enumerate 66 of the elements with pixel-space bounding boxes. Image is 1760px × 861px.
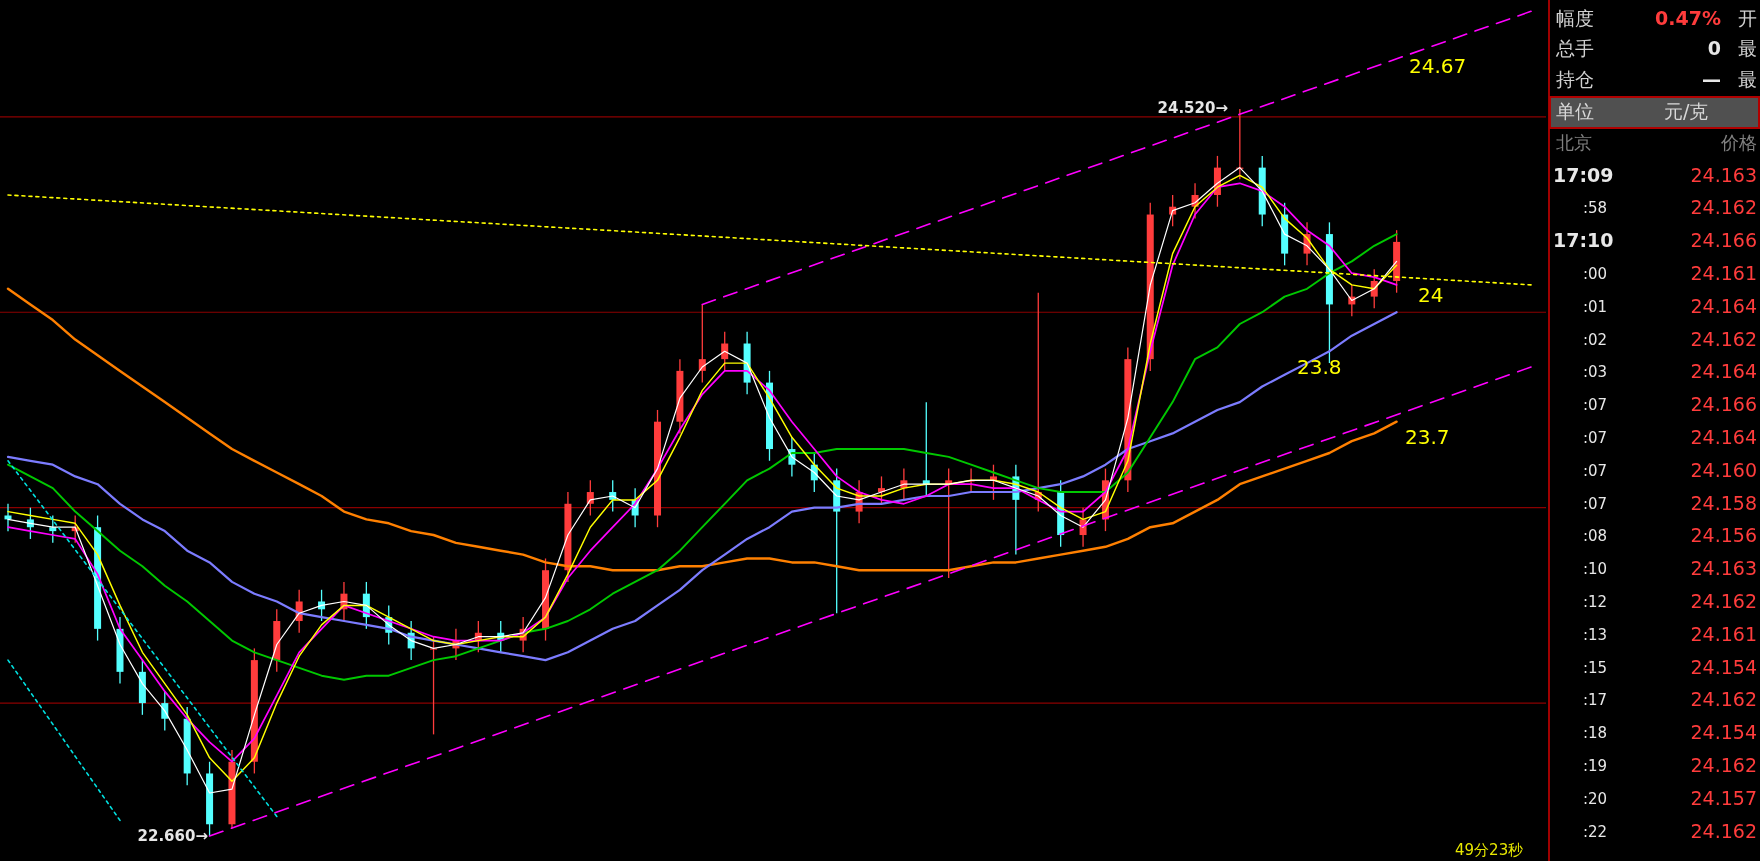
text: :22 xyxy=(1583,822,1608,841)
text: 24.162 xyxy=(1690,589,1757,612)
text: 总手 xyxy=(1555,37,1594,59)
text: 24.162 xyxy=(1690,196,1757,219)
text: 24.163 xyxy=(1690,163,1757,186)
text: 24.164 xyxy=(1690,425,1757,448)
text: 24.164 xyxy=(1690,294,1757,317)
text: :00 xyxy=(1583,264,1608,283)
text: 开 xyxy=(1738,6,1757,29)
text: 最 xyxy=(1738,37,1757,59)
text: 17:09 xyxy=(1553,163,1614,186)
candlestick xyxy=(586,479,594,517)
text: 24.157 xyxy=(1690,786,1757,809)
candlestick xyxy=(4,503,12,532)
text: 0 xyxy=(1707,37,1721,59)
text: :07 xyxy=(1583,428,1608,447)
text: 24.67 xyxy=(1409,53,1467,78)
text: :10 xyxy=(1583,560,1608,579)
text: 24.162 xyxy=(1690,688,1757,711)
text: :18 xyxy=(1583,724,1608,743)
text: 24.160 xyxy=(1690,458,1757,481)
text: 24.162 xyxy=(1690,327,1757,350)
text: 24.158 xyxy=(1690,491,1757,514)
text: 24.154 xyxy=(1690,721,1757,744)
annotation: 22.660→ xyxy=(137,826,208,845)
text: 北京 xyxy=(1556,132,1592,153)
text: 24.161 xyxy=(1690,622,1757,645)
text: 24.161 xyxy=(1690,261,1757,284)
text: :20 xyxy=(1583,789,1608,808)
text: 单位 xyxy=(1556,99,1594,122)
text: :19 xyxy=(1583,756,1608,775)
text: :13 xyxy=(1583,625,1608,644)
text: 24.156 xyxy=(1690,524,1757,547)
annotation: 23.8 xyxy=(1297,354,1342,379)
text: 17:10 xyxy=(1553,229,1614,252)
annotation: 24 xyxy=(1418,282,1444,307)
text: :17 xyxy=(1583,691,1608,710)
text: 24.164 xyxy=(1690,360,1757,383)
text: 24.162 xyxy=(1690,753,1757,776)
text: :03 xyxy=(1583,363,1608,382)
text: 24.166 xyxy=(1690,229,1757,252)
text: :07 xyxy=(1583,494,1608,513)
text: 持仓 xyxy=(1556,67,1594,90)
text: :15 xyxy=(1583,658,1608,677)
text: 0.47% xyxy=(1655,6,1721,29)
text: 24.154 xyxy=(1690,655,1757,678)
text: :12 xyxy=(1583,592,1608,611)
text: 24.163 xyxy=(1690,557,1757,580)
text: 最 xyxy=(1738,67,1757,90)
text: :07 xyxy=(1583,396,1608,415)
annotation: 24.520→ xyxy=(1157,98,1228,117)
candlestick xyxy=(430,636,438,736)
text: :08 xyxy=(1583,527,1608,546)
text: :01 xyxy=(1583,297,1608,316)
text: :02 xyxy=(1583,330,1608,349)
text: :07 xyxy=(1583,461,1608,480)
text: 幅度 xyxy=(1556,6,1594,29)
text: :58 xyxy=(1583,199,1608,218)
text: — xyxy=(1702,67,1721,90)
text: 49分23秒 xyxy=(1455,840,1524,859)
text: 元/克 xyxy=(1664,99,1709,122)
text: 24.166 xyxy=(1690,393,1757,416)
candlestick xyxy=(989,464,997,501)
text: 价格 xyxy=(1720,132,1757,153)
text: 24.162 xyxy=(1690,819,1757,842)
annotation: 23.7 xyxy=(1405,424,1450,449)
